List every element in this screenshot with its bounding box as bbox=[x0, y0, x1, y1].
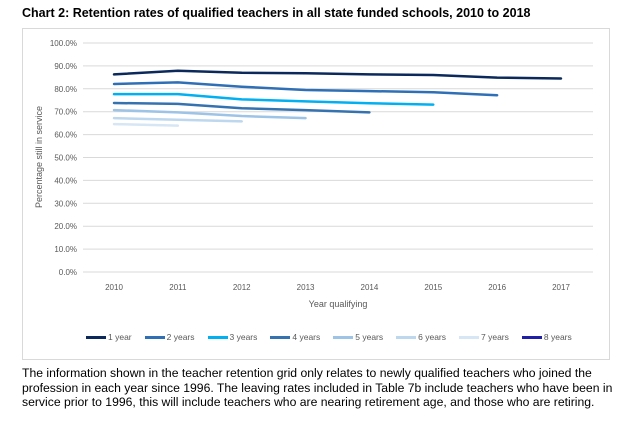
legend-item: 3 years bbox=[207, 332, 258, 342]
series-line bbox=[112, 116, 243, 123]
series-line bbox=[112, 122, 180, 127]
y-tick-label: 50.0% bbox=[54, 154, 77, 163]
legend-swatch bbox=[396, 335, 417, 339]
legend-swatch bbox=[270, 335, 291, 339]
x-tick-label: 2016 bbox=[488, 283, 506, 292]
x-tick-label: 2010 bbox=[105, 283, 123, 292]
legend-item: 6 years bbox=[396, 332, 446, 342]
legend-swatch bbox=[207, 335, 228, 339]
chart-title: Chart 2: Retention rates of qualified te… bbox=[22, 6, 531, 20]
chart-legend: 1 year 2 years 3 years 4 years 5 years 6 year… bbox=[86, 332, 572, 342]
y-tick-label: 10.0% bbox=[54, 245, 77, 254]
y-axis-label: Percentage still in service bbox=[34, 106, 44, 208]
x-tick-label: 2011 bbox=[169, 283, 187, 292]
y-tick-label: 100.0% bbox=[50, 39, 77, 48]
legend-swatch bbox=[333, 335, 354, 339]
legend-label: 1 year bbox=[108, 332, 132, 342]
legend-label: 7 years bbox=[481, 332, 509, 342]
y-tick-label: 60.0% bbox=[54, 131, 77, 140]
chart-frame bbox=[22, 28, 610, 360]
legend-label: 5 years bbox=[355, 332, 384, 342]
series-line bbox=[112, 92, 435, 106]
legend-item: 1 year bbox=[86, 332, 132, 342]
series-line bbox=[112, 101, 371, 114]
x-axis-label: Year qualifying bbox=[309, 299, 368, 309]
series-line bbox=[112, 108, 307, 120]
y-tick-label: 40.0% bbox=[54, 176, 77, 185]
legend-item: 7 years bbox=[459, 332, 509, 342]
legend-item: 4 years bbox=[270, 332, 320, 342]
legend-label: 8 years bbox=[543, 332, 572, 342]
legend-item: 5 years bbox=[333, 332, 383, 342]
x-tick-label: 2013 bbox=[297, 283, 315, 292]
legend-swatch bbox=[86, 335, 106, 339]
y-tick-label: 30.0% bbox=[54, 199, 77, 208]
y-tick-label: 20.0% bbox=[54, 222, 77, 231]
legend-item: 2 years bbox=[144, 332, 195, 342]
y-tick-label: 90.0% bbox=[54, 62, 77, 71]
legend-label: 2 years bbox=[166, 332, 195, 342]
legend-label: 6 years bbox=[418, 332, 446, 342]
y-tick-label: 0.0% bbox=[59, 268, 77, 277]
series-line bbox=[112, 81, 499, 97]
x-tick-label: 2014 bbox=[361, 283, 379, 292]
legend-item: 8 years bbox=[521, 332, 572, 342]
x-tick-label: 2015 bbox=[424, 283, 442, 292]
explanatory-note: The information shown in the teacher ret… bbox=[22, 366, 613, 409]
y-tick-label: 70.0% bbox=[54, 108, 77, 117]
legend-swatch bbox=[459, 335, 479, 339]
legend-swatch bbox=[521, 335, 542, 339]
x-tick-label: 2012 bbox=[233, 283, 251, 292]
y-tick-label: 80.0% bbox=[54, 85, 77, 94]
series-line bbox=[112, 69, 563, 80]
legend-label: 4 years bbox=[292, 332, 321, 342]
x-tick-label: 2017 bbox=[552, 283, 570, 292]
legend-swatch bbox=[144, 335, 165, 339]
legend-label: 3 years bbox=[229, 332, 258, 342]
